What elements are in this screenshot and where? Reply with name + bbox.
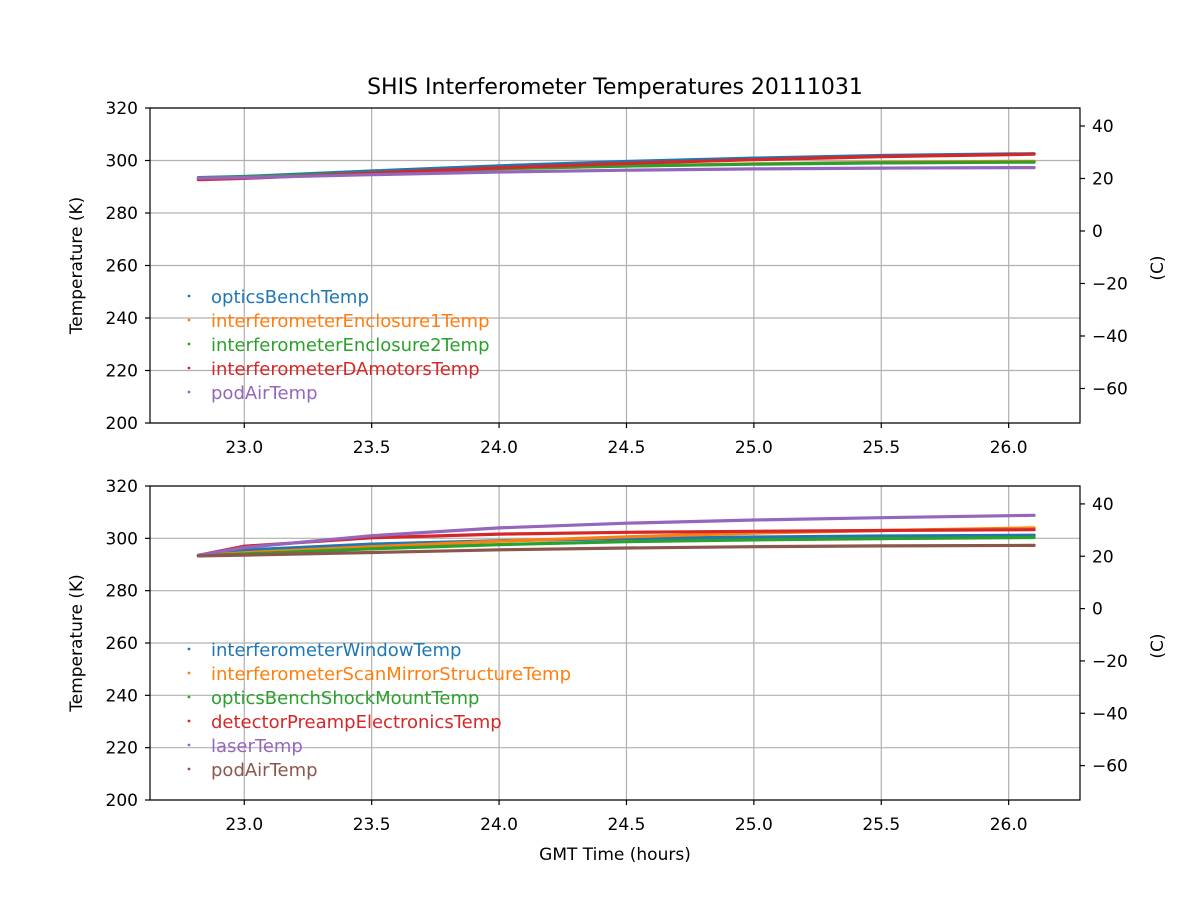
panel-1-x-tick-label-5: 25.5: [862, 815, 900, 835]
panel-1-legend-marker-1: [187, 671, 191, 675]
panel-1-y-tick-label-1: 220: [106, 739, 138, 759]
panel-0-y-tick-label-5: 300: [106, 152, 138, 172]
panel-0-x-tick-label-5: 25.5: [862, 438, 900, 458]
panel-0-x-tick-label-0: 23.0: [225, 438, 263, 458]
panel-0-y-tick-label-0: 200: [106, 414, 138, 434]
panel-1-x-tick-label-1: 23.5: [353, 815, 391, 835]
panel-0-legend-marker-3: [187, 366, 191, 370]
panel-0-y-tick-label-4: 280: [106, 204, 138, 224]
panel-0-y-axis-label: Temperature (K): [67, 197, 87, 336]
panel-1-legend-label-5: podAirTemp: [211, 760, 318, 781]
panel-1-legend-marker-2: [187, 695, 191, 699]
panel-0-right-tick-label-3: 0: [1092, 222, 1103, 242]
panel-1-x-tick-label-6: 26.0: [990, 815, 1028, 835]
top-panel: 23.0 23.5 24.0 24.5 25.0 25.5 26.0200220240260…: [67, 99, 1168, 458]
panel-0-legend-marker-1: [187, 318, 191, 322]
panel-1-right-tick-label-0: −60: [1092, 757, 1128, 777]
panel-1-y-tick-label-4: 280: [106, 582, 138, 602]
panel-1-legend-marker-3: [187, 719, 191, 723]
panel-0-legend-label-0: opticsBenchTemp: [211, 287, 369, 308]
panel-0-legend-marker-2: [187, 342, 191, 346]
panel-1-x-tick-label-0: 23.0: [225, 815, 263, 835]
panel-1-right-tick-label-4: 20: [1092, 547, 1114, 567]
panel-1-y-tick-label-2: 240: [106, 686, 138, 706]
panel-0-legend-label-1: interferometerEnclosure1Temp: [211, 311, 490, 332]
panel-1-x-tick-label-2: 24.0: [480, 815, 518, 835]
panel-1-y-tick-label-5: 300: [106, 529, 138, 549]
panel-1-y-axis-label: Temperature (K): [67, 574, 87, 713]
panel-0-right-tick-label-4: 20: [1092, 169, 1114, 189]
panel-0-x-tick-label-1: 23.5: [353, 438, 391, 458]
panel-0-legend-label-2: interferometerEnclosure2Temp: [211, 335, 490, 356]
chart-title: SHIS Interferometer Temperatures 2011103…: [367, 75, 863, 100]
panel-1-x-tick-label-4: 25.0: [735, 815, 773, 835]
panel-1-right-axis-label: (C): [1148, 633, 1168, 658]
panel-1-legend-marker-4: [187, 743, 191, 747]
panel-0-legend-label-4: podAirTemp: [211, 383, 318, 404]
panel-0-right-tick-label-2: −20: [1092, 274, 1128, 294]
panel-1-legend-marker-0: [187, 647, 191, 651]
panel-1-legend-label-1: interferometerScanMirrorStructureTemp: [211, 664, 571, 685]
panel-0-x-tick-label-6: 26.0: [990, 438, 1028, 458]
panel-1-y-tick-label-6: 320: [106, 477, 138, 497]
panel-1-legend-label-3: detectorPreampElectronicsTemp: [211, 712, 502, 733]
panel-1-legend-marker-5: [187, 767, 191, 771]
panel-0-legend-label-3: interferometerDAmotorsTemp: [211, 359, 480, 380]
panel-1-right-tick-label-1: −40: [1092, 704, 1128, 724]
bottom-panel: 23.0 23.5 24.0 24.5 25.0 25.5 26.0200220240260…: [67, 477, 1168, 835]
panel-0-right-tick-label-5: 40: [1092, 117, 1114, 137]
panel-0-legend-marker-4: [187, 390, 191, 394]
panel-0-legend-marker-0: [187, 294, 191, 298]
panel-0-x-tick-label-4: 25.0: [735, 438, 773, 458]
panel-1-y-tick-label-0: 200: [106, 791, 138, 811]
x-axis-label: GMT Time (hours): [539, 845, 691, 865]
panel-0-right-tick-label-0: −60: [1092, 379, 1128, 399]
panel-1-legend-label-0: interferometerWindowTemp: [211, 640, 461, 661]
panel-1-legend-label-4: laserTemp: [211, 736, 303, 757]
panel-1-y-tick-label-3: 260: [106, 634, 138, 654]
panel-0-y-tick-label-2: 240: [106, 309, 138, 329]
panel-0-right-axis-label: (C): [1148, 255, 1168, 280]
panel-1-series-5: [196, 543, 1036, 558]
panel-1-right-tick-label-3: 0: [1092, 600, 1103, 620]
panel-0-series-4: [196, 166, 1036, 180]
panel-0-y-tick-label-3: 260: [106, 257, 138, 277]
panel-1-x-tick-label-3: 24.5: [608, 815, 646, 835]
panel-0-x-tick-label-2: 24.0: [480, 438, 518, 458]
panel-0-y-tick-label-1: 220: [106, 362, 138, 382]
panel-1-legend-label-2: opticsBenchShockMountTemp: [211, 688, 479, 709]
panel-1-right-tick-label-5: 40: [1092, 495, 1114, 515]
panel-1-series-4: [196, 513, 1036, 557]
panel-0-y-tick-label-6: 320: [106, 99, 138, 119]
panel-0-x-tick-label-3: 24.5: [608, 438, 646, 458]
panel-1-right-tick-label-2: −20: [1092, 652, 1128, 672]
panel-0-right-tick-label-1: −40: [1092, 327, 1128, 347]
